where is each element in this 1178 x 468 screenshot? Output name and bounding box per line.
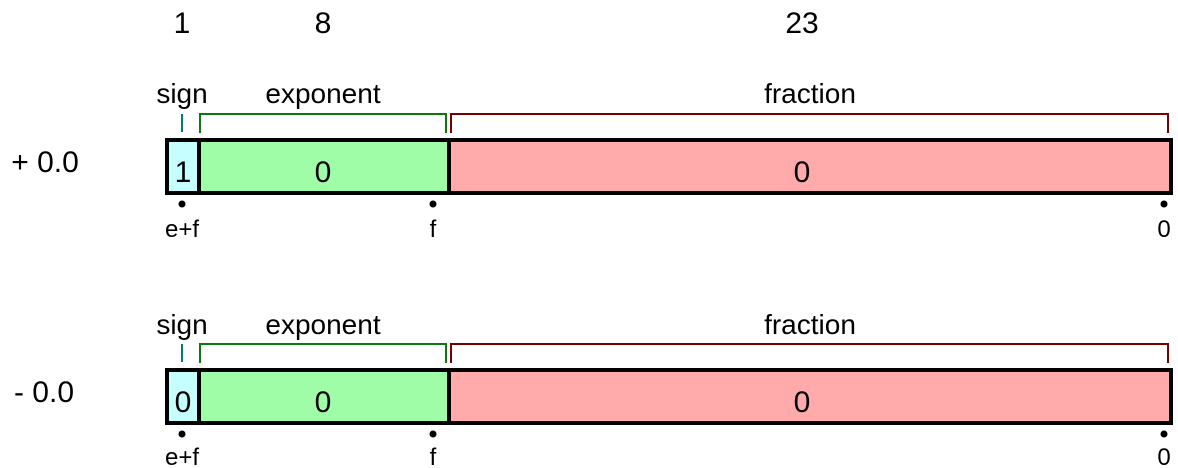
row-negative-zero: - 0.0 sign exponent fraction 0 0 0 e+f f… — [14, 309, 1173, 468]
fraction-bracket — [450, 343, 1169, 363]
exponent-bit-count: 8 — [315, 7, 332, 40]
fraction-field — [447, 138, 1173, 195]
sign-label: sign — [156, 78, 207, 109]
row-label: - 0.0 — [14, 376, 74, 409]
bit-position-left: e+f — [165, 216, 199, 243]
exponent-value: 0 — [315, 156, 332, 189]
sign-bit-count: 1 — [174, 7, 191, 40]
sign-label: sign — [156, 309, 207, 340]
sign-value: 0 — [175, 386, 192, 419]
exponent-bracket — [199, 113, 447, 133]
bit-position-right: 0 — [1157, 444, 1170, 468]
fraction-value: 0 — [794, 156, 811, 189]
bit-position-mid: f — [430, 444, 437, 468]
row-label: + 0.0 — [11, 146, 79, 179]
exponent-bracket — [199, 343, 447, 363]
bit-marker-right — [1160, 200, 1168, 208]
exponent-field — [197, 138, 451, 195]
sign-field — [165, 368, 201, 425]
exponent-value: 0 — [315, 386, 332, 419]
bit-marker-mid — [429, 200, 437, 208]
exponent-label: exponent — [265, 78, 380, 109]
bit-position-right: 0 — [1157, 216, 1170, 243]
fraction-field — [447, 368, 1173, 425]
row-positive-zero: + 0.0 sign exponent fraction 1 0 0 e+f f… — [11, 78, 1173, 243]
fraction-value: 0 — [794, 386, 811, 419]
bit-marker-left — [178, 430, 186, 438]
fraction-label: fraction — [764, 78, 856, 109]
fraction-bracket — [450, 113, 1169, 133]
sign-value: 1 — [175, 156, 192, 189]
fraction-bit-count: 23 — [785, 7, 818, 40]
exponent-label: exponent — [265, 309, 380, 340]
fraction-label: fraction — [764, 309, 856, 340]
bit-marker-right — [1160, 430, 1168, 438]
bit-position-mid: f — [430, 216, 437, 243]
bit-marker-left — [178, 200, 186, 208]
bit-marker-mid — [429, 430, 437, 438]
bit-position-left: e+f — [165, 444, 199, 468]
